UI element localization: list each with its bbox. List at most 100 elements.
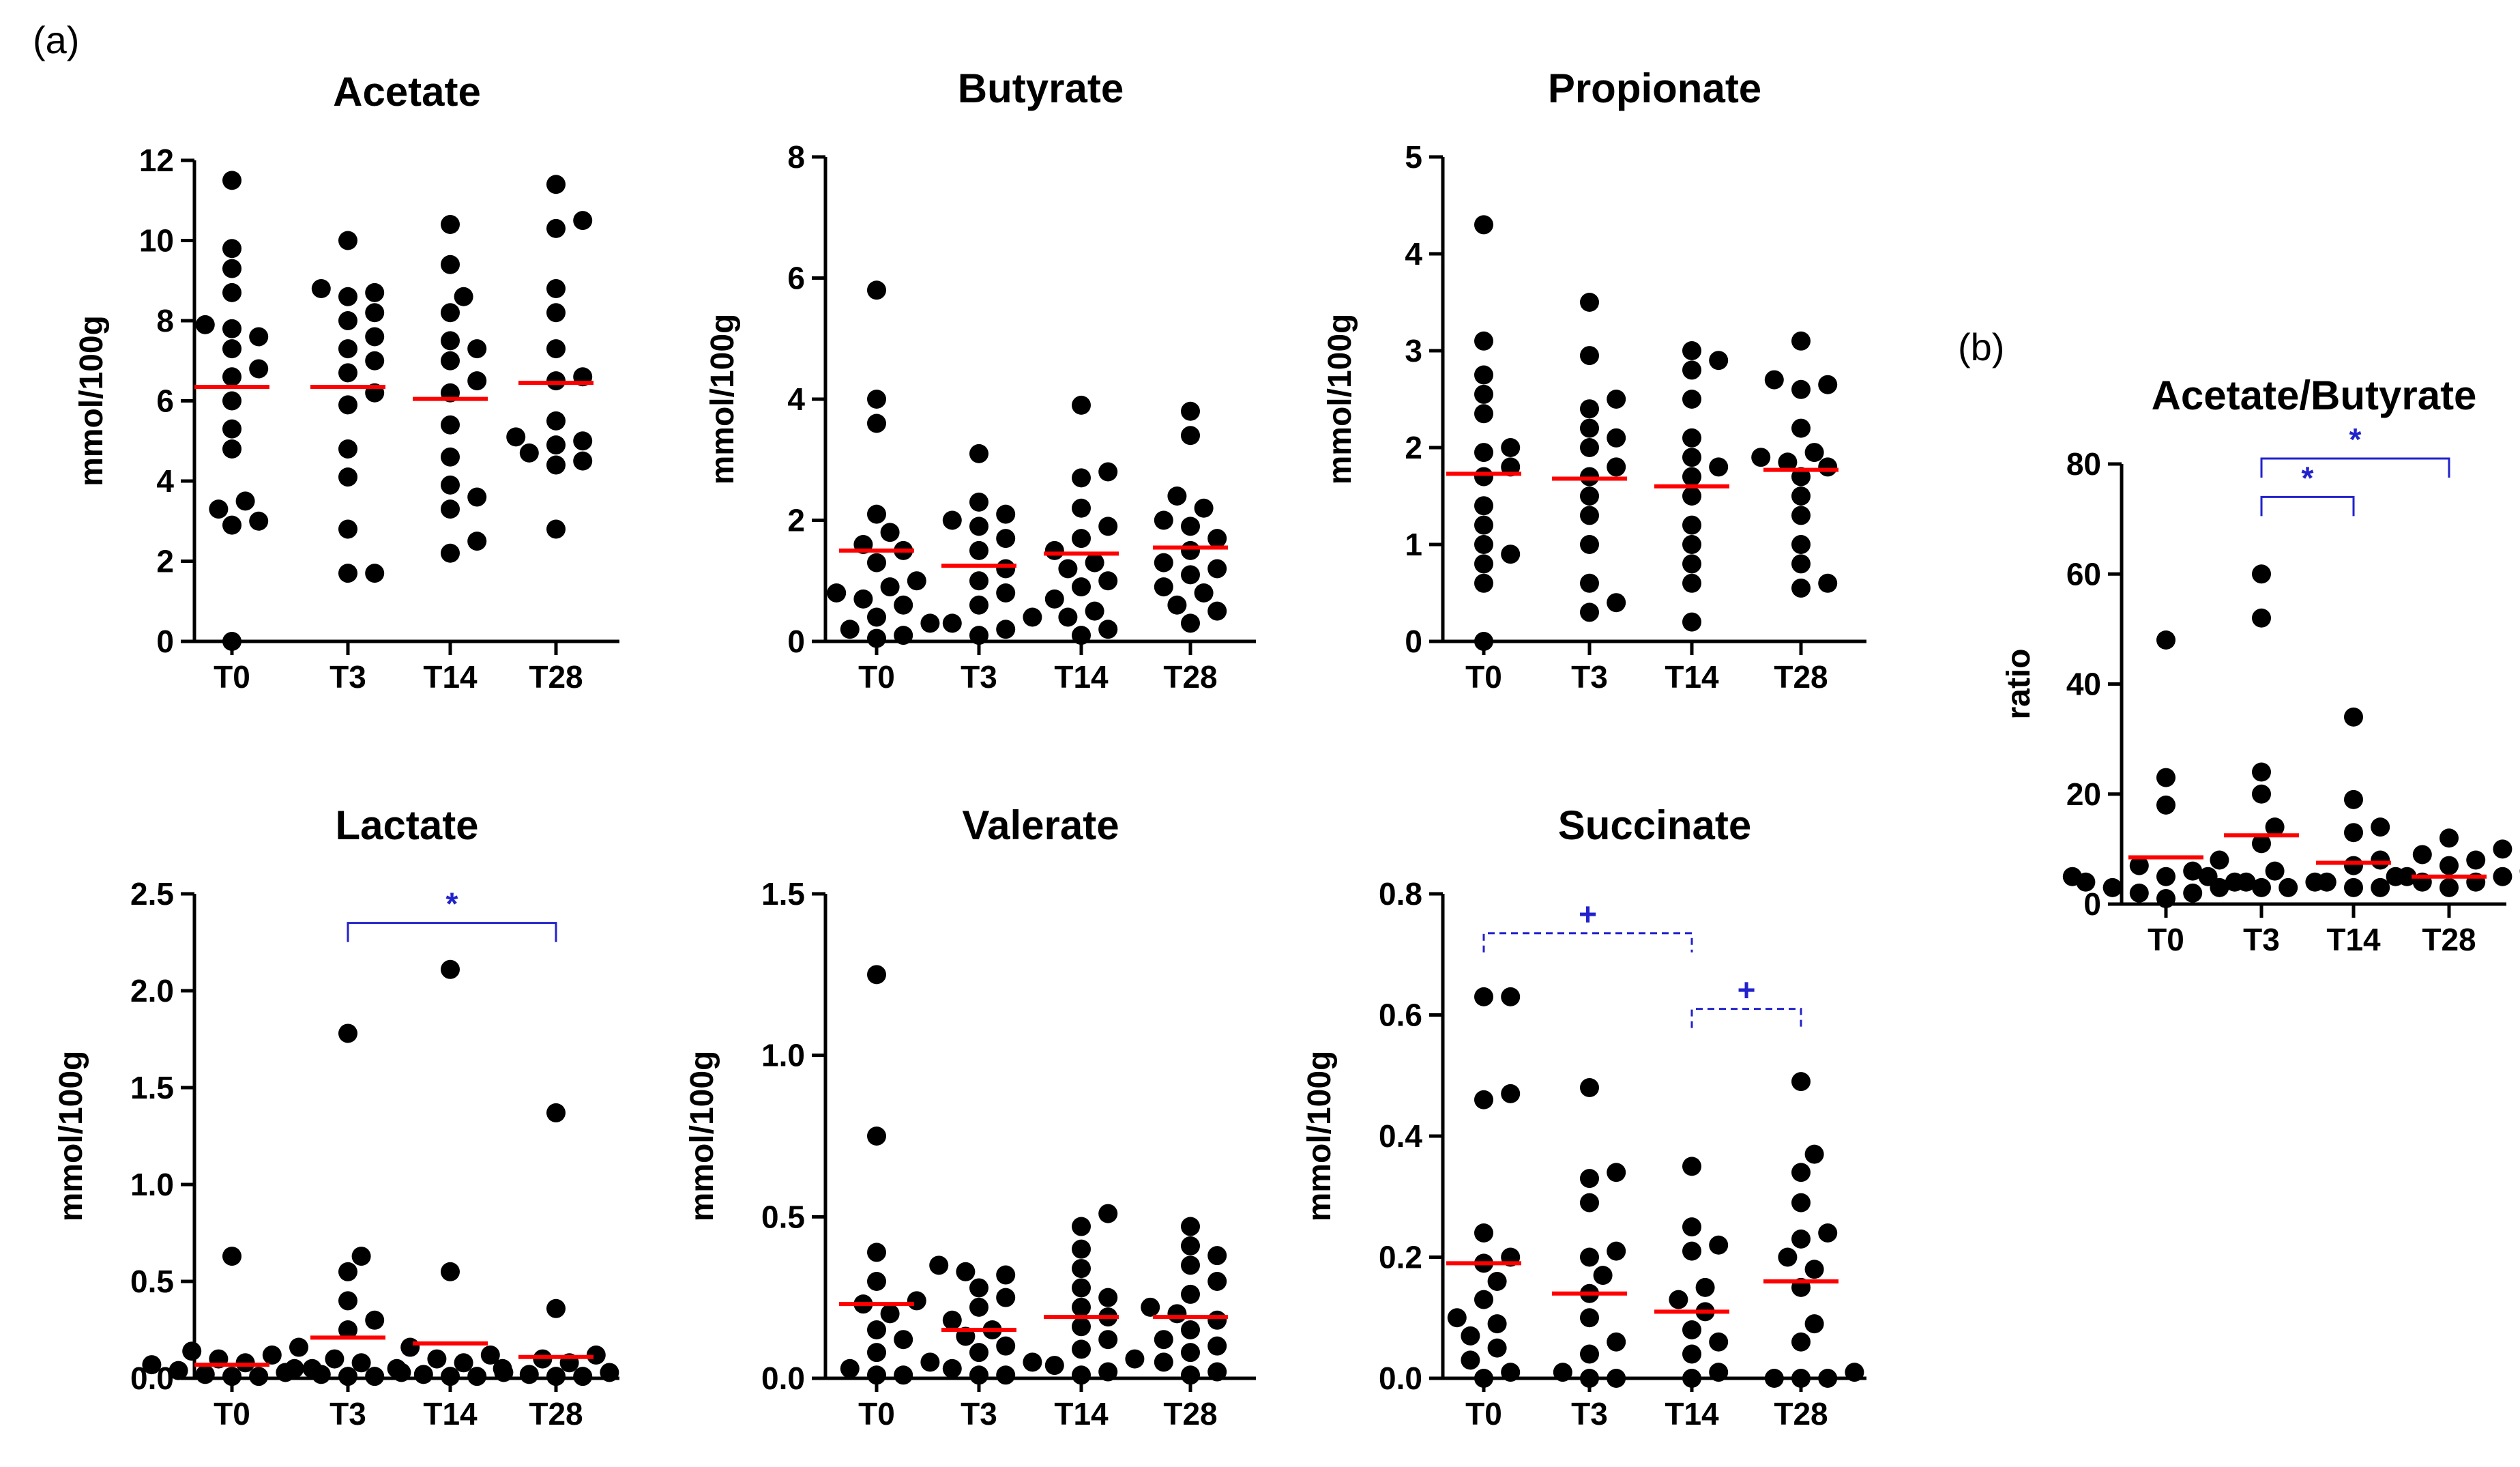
y-tick-label: 80 xyxy=(2066,446,2101,482)
y-tick-label: 20 xyxy=(2066,776,2101,812)
data-point xyxy=(1845,1363,1864,1382)
data-point xyxy=(2386,867,2405,886)
data-point xyxy=(969,492,988,512)
data-point xyxy=(1141,1297,1160,1317)
data-point xyxy=(209,499,229,519)
data-point xyxy=(1474,573,1493,593)
data-point xyxy=(2317,872,2336,892)
x-tick-label: T14 xyxy=(1665,659,1719,695)
data-point xyxy=(467,532,487,551)
data-point xyxy=(573,431,593,451)
data-point xyxy=(1474,554,1493,574)
data-point xyxy=(2440,877,2459,897)
data-point xyxy=(222,319,241,338)
y-tick-label: 0 xyxy=(1405,624,1422,659)
chart-5: Succinate 0.0 0.2 0.4 0.6 0.8 mmol/100g T0 T3 T14… xyxy=(1302,802,1866,1432)
data-point xyxy=(1474,496,1493,516)
data-point xyxy=(1181,540,1200,560)
significance-bracket xyxy=(347,922,557,942)
data-point xyxy=(467,339,487,359)
x-tick-label: T14 xyxy=(2326,922,2381,957)
data-point xyxy=(1207,559,1227,579)
data-point xyxy=(2252,762,2271,782)
data-point xyxy=(2156,768,2175,787)
data-point xyxy=(1791,1332,1811,1352)
data-point xyxy=(1044,1356,1064,1376)
data-point xyxy=(2210,850,2229,870)
data-point xyxy=(1764,1369,1784,1388)
data-point xyxy=(1682,360,1701,380)
data-point xyxy=(867,413,886,433)
data-point xyxy=(546,435,566,455)
y-tick-label: 40 xyxy=(2066,667,2101,702)
data-point xyxy=(996,1265,1016,1285)
data-point xyxy=(365,282,385,302)
data-point xyxy=(351,1247,371,1266)
x-tick-label: T3 xyxy=(1571,659,1608,695)
y-tick-label: 12 xyxy=(139,143,174,178)
data-point xyxy=(840,620,860,639)
data-point xyxy=(1072,577,1091,597)
x-tick-label: T0 xyxy=(214,659,250,695)
data-point xyxy=(1072,529,1091,549)
y-tick-label: 1.5 xyxy=(130,1070,174,1105)
x-tick-label: T28 xyxy=(1163,1396,1217,1432)
data-point xyxy=(1709,351,1729,371)
data-point xyxy=(1487,1272,1507,1291)
data-point xyxy=(1607,593,1626,613)
data-point xyxy=(942,510,962,530)
data-point xyxy=(1474,384,1493,404)
data-point xyxy=(546,455,566,475)
data-point xyxy=(1804,443,1824,463)
data-point xyxy=(867,607,886,627)
x-tick-label: T28 xyxy=(1774,1396,1828,1432)
data-point xyxy=(311,279,331,298)
data-point xyxy=(1778,1247,1798,1267)
data-point xyxy=(222,1247,241,1266)
data-point xyxy=(1098,571,1118,591)
data-point xyxy=(2371,850,2390,870)
data-point xyxy=(441,475,460,495)
data-point xyxy=(853,589,873,609)
data-point xyxy=(441,415,460,435)
data-point xyxy=(1154,577,1173,597)
data-point xyxy=(1791,1369,1811,1388)
data-point xyxy=(1669,1290,1688,1309)
data-point xyxy=(1818,1369,1838,1388)
data-point xyxy=(1791,486,1811,506)
data-point xyxy=(441,959,460,979)
data-point xyxy=(1709,1363,1729,1382)
significance-label: * xyxy=(446,886,458,922)
data-point xyxy=(1607,1332,1626,1352)
x-tick-label: T28 xyxy=(1163,659,1217,695)
data-point xyxy=(969,595,988,615)
x-tick-label: T0 xyxy=(1465,659,1502,695)
data-point xyxy=(142,1355,162,1375)
data-point xyxy=(1682,467,1701,486)
data-point xyxy=(222,171,241,190)
data-point xyxy=(1791,1193,1811,1212)
data-point xyxy=(2279,877,2298,897)
data-point xyxy=(942,1359,962,1378)
data-point xyxy=(338,363,357,383)
data-point xyxy=(2440,828,2459,848)
y-axis-label: mmol/100g xyxy=(74,315,110,486)
data-point xyxy=(338,395,357,415)
data-point xyxy=(1044,540,1064,560)
data-point xyxy=(441,331,460,351)
data-point xyxy=(222,339,241,359)
data-point xyxy=(441,447,460,467)
data-point xyxy=(222,632,241,651)
data-point xyxy=(338,311,357,330)
y-tick-label: 5 xyxy=(1405,139,1422,175)
data-point xyxy=(1580,438,1599,457)
data-point xyxy=(1181,517,1200,536)
data-point xyxy=(1818,1223,1838,1243)
data-point xyxy=(969,571,988,591)
data-point xyxy=(1181,1365,1200,1385)
data-point xyxy=(1682,428,1701,448)
data-point xyxy=(573,1367,593,1386)
data-point xyxy=(2493,867,2512,886)
data-point xyxy=(1181,401,1200,421)
data-point xyxy=(1804,1144,1824,1164)
